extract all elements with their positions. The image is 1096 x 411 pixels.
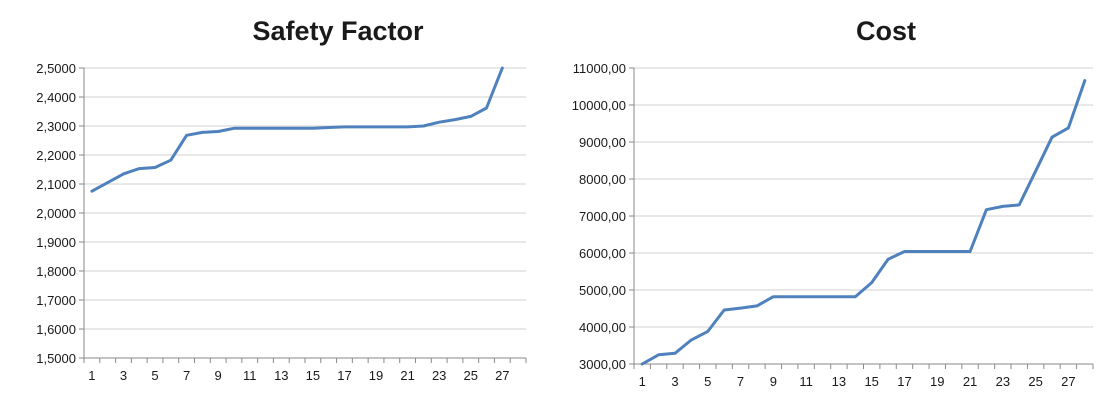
x-tick-label: 5 (704, 374, 711, 389)
cost-chart-svg: Cost 3000,00 4000,00 5000,00 6000,00 7000,00… (572, 16, 1094, 389)
y-tick-label: 11000,00 (573, 61, 626, 76)
y-tick-label: 6000,00 (579, 246, 626, 261)
x-tick-label: 1 (639, 374, 646, 389)
x-tick-label: 17 (897, 374, 911, 389)
x-tick-label: 19 (369, 368, 383, 383)
safety-factor-chart: Safety Factor 1,5000 1,6000 1,7000 1,8000 1,… (0, 0, 548, 406)
x-tick-label: 7 (183, 368, 190, 383)
y-tick-label: 2,2000 (36, 148, 76, 163)
x-tick-label: 7 (737, 374, 744, 389)
x-tick-label: 27 (1061, 374, 1075, 389)
plot-area: 1,5000 1,6000 1,7000 1,8000 1,9000 2,0000 2,10… (36, 61, 527, 383)
chart-title: Cost (856, 16, 916, 46)
y-tick-label: 2,1000 (36, 177, 76, 192)
x-tick-label: 17 (337, 368, 351, 383)
x-tick-label: 3 (671, 374, 678, 389)
y-tick-label: 7000,00 (579, 209, 626, 224)
x-tick-label: 3 (120, 368, 127, 383)
y-tick-label: 5000,00 (579, 283, 626, 298)
safety-factor-chart-svg: Safety Factor 1,50001,60001,70001,80001,… (36, 16, 527, 383)
y-tick-label: 2,4000 (36, 90, 76, 105)
y-tick-label: 8000,00 (579, 172, 626, 187)
series-line (90, 66, 504, 193)
x-tick-label: 25 (464, 368, 478, 383)
y-tick-label: 10000,00 (572, 98, 626, 113)
y-tick-label: 1,6000 (36, 322, 76, 337)
x-tick-label: 11 (799, 374, 813, 389)
x-tick-label: 19 (930, 374, 944, 389)
x-tick-label: 11 (243, 368, 257, 383)
plot-area: 3000,00 4000,00 5000,00 6000,00 7000,00 8000,… (572, 61, 1094, 389)
chart-title: Safety Factor (252, 16, 424, 46)
y-tick-label: 1,7000 (36, 293, 76, 308)
x-tick-label: 23 (432, 368, 446, 383)
x-tick-label: 5 (151, 368, 158, 383)
y-tick-label: 9000,00 (579, 135, 626, 150)
x-tick-label: 1 (88, 368, 95, 383)
x-tick-label: 9 (770, 374, 777, 389)
y-tick-label: 2,3000 (36, 119, 76, 134)
x-tick-label: 25 (1028, 374, 1042, 389)
x-tick-label: 23 (996, 374, 1010, 389)
y-tick-label: 1,9000 (36, 235, 76, 250)
y-tick-label: 1,5000 (36, 351, 76, 366)
x-tick-label: 15 (306, 368, 320, 383)
x-tick-label: 27 (495, 368, 509, 383)
y-tick-label: 2,5000 (36, 61, 76, 76)
cost-chart: Cost 3000,00 4000,00 5000,00 6000,00 7000,00… (548, 0, 1096, 406)
series-line (640, 79, 1087, 366)
x-tick-label: 21 (400, 368, 414, 383)
x-tick-label: 21 (963, 374, 977, 389)
x-tick-label: 9 (215, 368, 222, 383)
y-tick-label: 1,8000 (36, 264, 76, 279)
y-tick-label: 4000,00 (579, 320, 626, 335)
y-tick-label: 3000,00 (579, 357, 626, 372)
x-tick-label: 15 (864, 374, 878, 389)
x-tick-label: 13 (832, 374, 846, 389)
x-tick-label: 13 (274, 368, 288, 383)
y-tick-label: 2,0000 (36, 206, 76, 221)
